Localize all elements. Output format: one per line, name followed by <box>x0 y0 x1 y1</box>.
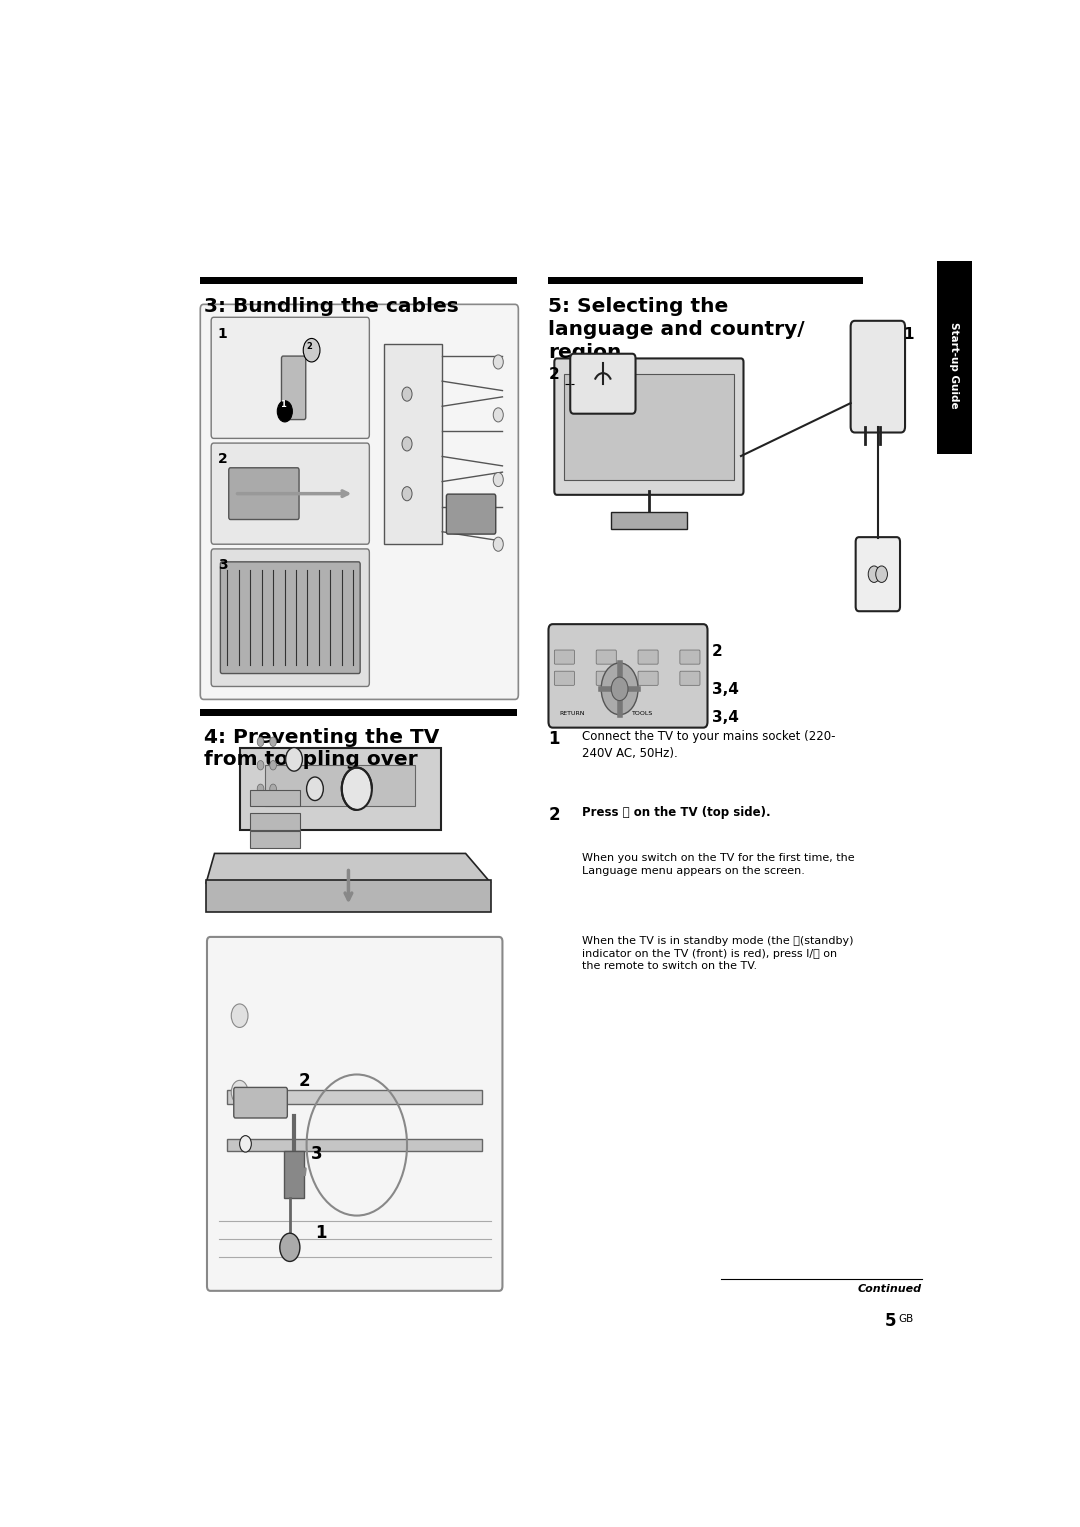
Polygon shape <box>206 854 490 883</box>
FancyBboxPatch shape <box>638 651 658 664</box>
FancyBboxPatch shape <box>570 354 635 414</box>
Text: Continued: Continued <box>858 1284 922 1293</box>
Circle shape <box>868 567 880 582</box>
FancyBboxPatch shape <box>549 625 707 728</box>
Bar <box>936 278 972 454</box>
FancyBboxPatch shape <box>855 538 900 611</box>
Bar <box>240 748 441 831</box>
FancyBboxPatch shape <box>680 672 700 686</box>
Circle shape <box>285 748 302 771</box>
Circle shape <box>240 1089 252 1106</box>
Text: 1: 1 <box>218 327 228 341</box>
Bar <box>200 710 516 716</box>
Bar <box>249 789 300 806</box>
Bar <box>284 1151 305 1199</box>
Bar <box>206 881 490 912</box>
Circle shape <box>494 354 503 370</box>
Text: When you switch on the TV for the first time, the
Language menu appears on the s: When you switch on the TV for the first … <box>582 854 854 876</box>
Bar <box>227 1090 483 1104</box>
FancyBboxPatch shape <box>554 359 743 495</box>
FancyBboxPatch shape <box>596 651 617 664</box>
FancyBboxPatch shape <box>220 562 360 673</box>
Circle shape <box>270 760 276 770</box>
Bar <box>135 183 972 272</box>
Circle shape <box>611 676 627 701</box>
Text: 2: 2 <box>307 342 312 351</box>
Text: 1: 1 <box>315 1225 326 1243</box>
Text: 2: 2 <box>549 806 561 825</box>
Text: Start-up Guide: Start-up Guide <box>949 322 959 409</box>
Bar <box>200 278 516 284</box>
FancyBboxPatch shape <box>233 1087 287 1118</box>
Text: 2: 2 <box>712 644 723 660</box>
Circle shape <box>257 738 264 747</box>
Bar <box>549 278 863 284</box>
Bar <box>249 831 300 847</box>
Bar <box>383 344 442 544</box>
FancyBboxPatch shape <box>851 321 905 432</box>
Text: 2: 2 <box>218 452 228 466</box>
Circle shape <box>307 777 323 800</box>
Text: 3: 3 <box>218 559 228 573</box>
Text: 1: 1 <box>903 327 914 342</box>
Bar <box>564 374 734 479</box>
Circle shape <box>494 538 503 551</box>
Text: 1: 1 <box>280 400 286 409</box>
Text: 2: 2 <box>298 1072 310 1090</box>
Circle shape <box>278 400 293 421</box>
FancyBboxPatch shape <box>212 318 369 438</box>
Text: 2: 2 <box>549 366 559 382</box>
Circle shape <box>494 472 503 487</box>
Bar <box>936 261 972 284</box>
Text: TOOLS: TOOLS <box>632 712 653 716</box>
Bar <box>265 765 416 806</box>
Circle shape <box>341 768 372 809</box>
Circle shape <box>270 738 276 747</box>
FancyBboxPatch shape <box>207 938 502 1290</box>
Circle shape <box>402 487 413 501</box>
FancyBboxPatch shape <box>212 548 369 687</box>
Circle shape <box>602 663 638 715</box>
Circle shape <box>303 339 320 362</box>
Bar <box>227 1139 483 1151</box>
Text: RETURN: RETURN <box>559 712 585 716</box>
Bar <box>611 513 687 528</box>
Text: 4: Preventing the TV
from toppling over: 4: Preventing the TV from toppling over <box>204 728 438 768</box>
FancyBboxPatch shape <box>554 651 575 664</box>
Bar <box>249 814 300 831</box>
FancyBboxPatch shape <box>446 495 496 534</box>
Circle shape <box>494 408 503 421</box>
Text: 3: 3 <box>311 1145 323 1162</box>
FancyBboxPatch shape <box>212 443 369 544</box>
Text: When the TV is in standby mode (the Ⓟ(standby)
indicator on the TV (front) is re: When the TV is in standby mode (the Ⓟ(st… <box>582 936 853 971</box>
Text: 1: 1 <box>549 730 559 748</box>
FancyBboxPatch shape <box>229 467 299 519</box>
Circle shape <box>402 437 413 450</box>
FancyBboxPatch shape <box>638 672 658 686</box>
FancyBboxPatch shape <box>282 356 306 420</box>
Circle shape <box>240 1136 252 1151</box>
Circle shape <box>280 1234 300 1261</box>
Circle shape <box>257 783 264 794</box>
Text: 5: 5 <box>886 1312 896 1330</box>
FancyBboxPatch shape <box>596 672 617 686</box>
Text: Press Ⓟ on the TV (top side).: Press Ⓟ on the TV (top side). <box>582 806 771 820</box>
Circle shape <box>270 783 276 794</box>
Text: 3: Bundling the cables: 3: Bundling the cables <box>204 298 458 316</box>
Text: Connect the TV to your mains socket (220-
240V AC, 50Hz).: Connect the TV to your mains socket (220… <box>582 730 836 760</box>
Circle shape <box>231 1003 248 1028</box>
Circle shape <box>231 1081 248 1104</box>
Circle shape <box>402 386 413 402</box>
Circle shape <box>876 567 888 582</box>
Text: GB: GB <box>899 1315 914 1324</box>
Text: 5: Selecting the
language and country/
region: 5: Selecting the language and country/ r… <box>549 298 805 362</box>
FancyBboxPatch shape <box>554 672 575 686</box>
FancyBboxPatch shape <box>680 651 700 664</box>
Text: 3,4: 3,4 <box>712 681 739 696</box>
FancyBboxPatch shape <box>200 304 518 699</box>
Circle shape <box>257 760 264 770</box>
Text: 3,4: 3,4 <box>712 710 739 725</box>
